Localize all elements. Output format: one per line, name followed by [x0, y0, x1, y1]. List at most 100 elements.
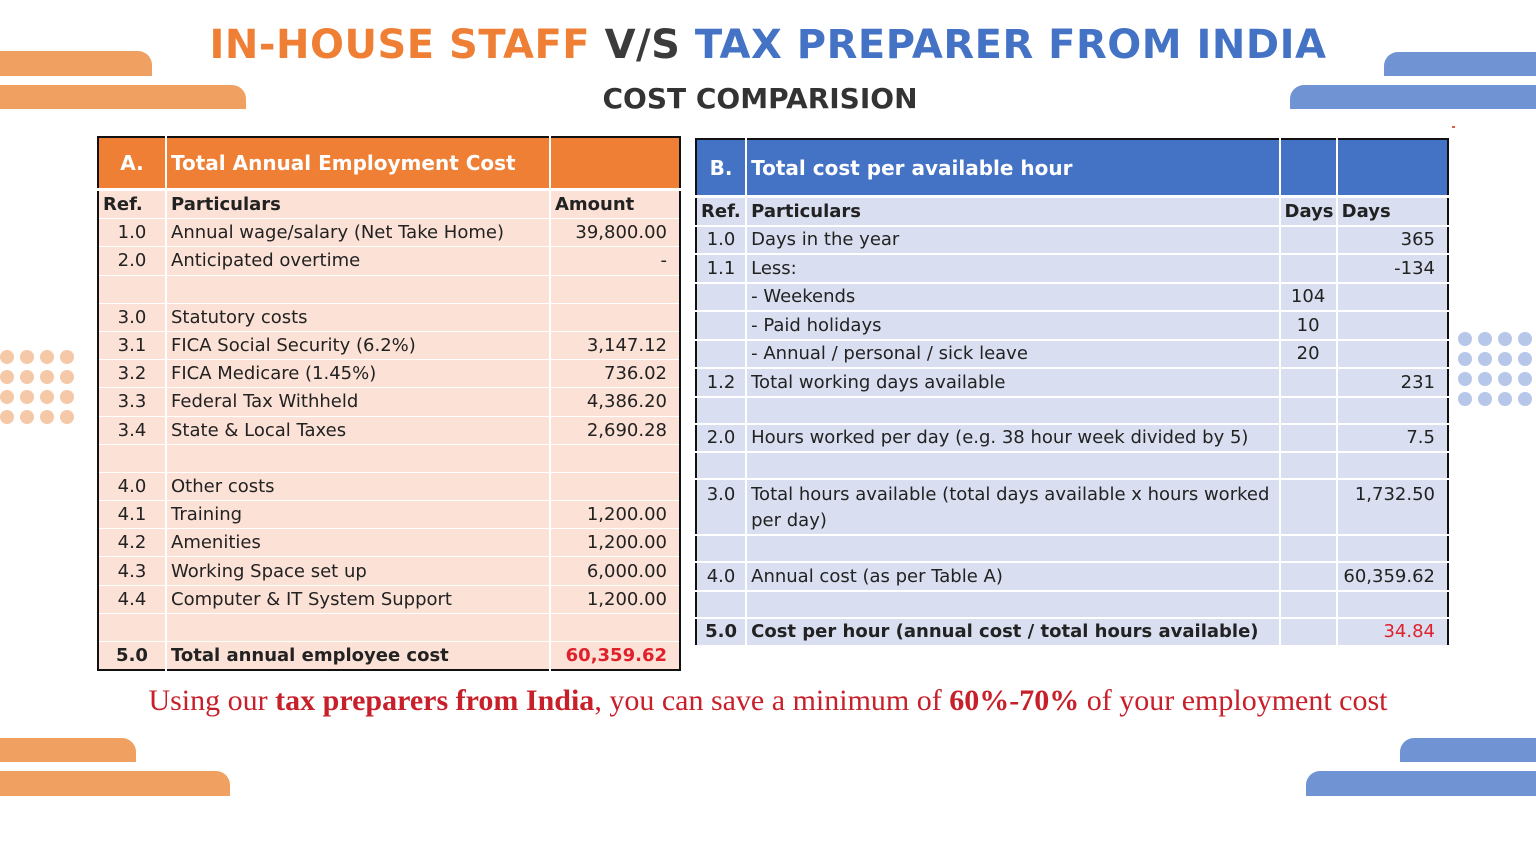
total-days [1279, 617, 1338, 647]
row-particular [166, 444, 551, 473]
decor-stripe-blue [1384, 52, 1536, 76]
row-particular: Working Space set up [166, 556, 551, 586]
decor-stripe-blue [1400, 738, 1536, 762]
table-row: 1.1 Less: -134 [696, 254, 1448, 284]
row-amount: 6,000.00 [550, 556, 680, 586]
row-ref [696, 311, 748, 341]
table-row: 2.0 Anticipated overtime - [98, 246, 680, 276]
row-amount: 3,147.12 [550, 331, 680, 361]
decor-stripe-blue [1306, 771, 1536, 796]
footer-text: Using our [148, 684, 276, 717]
cost-per-hour-table: B. Total cost per available hour Ref. Pa… [695, 138, 1449, 647]
row-days-total [1336, 339, 1448, 369]
row-ref [98, 444, 167, 473]
row-ref: 3.2 [98, 359, 167, 389]
row-particular: State & Local Taxes [166, 416, 551, 445]
row-amount [550, 444, 680, 473]
table-row: 4.0 Annual cost (as per Table A) 60,359.62 [696, 562, 1448, 592]
decor-stripe-orange [0, 771, 230, 796]
savings-message: Using our tax preparers from India, you … [0, 684, 1536, 718]
row-ref: 4.0 [98, 472, 167, 502]
row-ref: 3.0 [696, 479, 748, 536]
total-row: 5.0 Cost per hour (annual cost / total ho… [696, 617, 1448, 647]
table-row: 4.0 Other costs [98, 472, 680, 502]
table-row: 1.0 Annual wage/salary (Net Take Home) 39,… [98, 218, 680, 248]
table-row [98, 444, 680, 473]
table-row: 3.3 Federal Tax Withheld 4,386.20 [98, 387, 680, 417]
row-particular: Total working days available [746, 368, 1281, 398]
row-days [1279, 452, 1338, 480]
row-ref: 1.0 [696, 225, 748, 255]
table-header-blank [1279, 139, 1338, 198]
row-days [1279, 396, 1338, 425]
table-row: 3.2 FICA Medicare (1.45%) 736.02 [98, 359, 680, 389]
table-row: 4.4 Computer & IT System Support 1,200.00 [98, 585, 680, 614]
row-particular: Amenities [166, 528, 551, 558]
row-particular: Statutory costs [166, 303, 551, 332]
row-ref: 4.2 [98, 528, 167, 558]
table-ref-label: B. [696, 139, 748, 198]
row-particular: - Paid holidays [746, 311, 1281, 341]
table-row [696, 535, 1448, 563]
row-ref: 2.0 [98, 246, 167, 276]
row-amount: 1,200.00 [550, 500, 680, 530]
decor-dots-blue [1458, 332, 1532, 406]
table-row: - Weekends 104 [696, 282, 1448, 312]
footer-text: , you can save a minimum of [594, 684, 950, 717]
row-particular [166, 275, 551, 304]
table-heading: Total cost per available hour [746, 139, 1281, 198]
table-row [98, 613, 680, 643]
row-particular: Computer & IT System Support [166, 585, 551, 614]
row-days-total [1336, 535, 1448, 563]
row-days-total [1336, 396, 1448, 425]
total-row: 5.0 Total annual employee cost 60,359.62 [98, 641, 680, 671]
row-days: 10 [1279, 311, 1338, 341]
column-header-row: Ref. Particulars Days Days [696, 196, 1448, 227]
col-days: Days [1279, 196, 1338, 227]
row-days [1279, 562, 1338, 592]
title-vs: V/S [604, 22, 681, 68]
table-row: 3.0 Total hours available (total days ava… [696, 479, 1448, 536]
total-amount: 60,359.62 [550, 641, 680, 671]
row-days-total: -134 [1336, 254, 1448, 284]
decor-stripe-orange [0, 85, 246, 109]
row-particular [166, 613, 551, 643]
page-subtitle: COST COMPARISION [602, 82, 918, 115]
table-row: 4.3 Working Space set up 6,000.00 [98, 556, 680, 586]
footer-text: of your employment cost [1079, 684, 1388, 717]
table-ref-label: A. [98, 137, 167, 191]
row-particular: Days in the year [746, 225, 1281, 255]
footer-emphasis: tax preparers from India [275, 684, 595, 717]
footer-percentage: 60%-70% [949, 684, 1080, 717]
row-particular: Annual cost (as per Table A) [746, 562, 1281, 592]
col-days: Days [1336, 196, 1448, 227]
row-ref [696, 590, 748, 619]
decor-stripe-orange [0, 738, 136, 762]
row-days-total: 365 [1336, 225, 1448, 255]
row-amount: 736.02 [550, 359, 680, 389]
row-amount: 39,800.00 [550, 218, 680, 248]
row-ref [696, 535, 748, 563]
row-ref [696, 452, 748, 480]
row-particular: Less: [746, 254, 1281, 284]
row-amount: - [550, 246, 680, 276]
table-row: 2.0 Hours worked per day (e.g. 38 hour we… [696, 423, 1448, 453]
employment-cost-table: A. Total Annual Employment Cost Ref. Par… [97, 136, 681, 671]
row-ref [696, 396, 748, 425]
row-days [1279, 225, 1338, 255]
row-ref [98, 613, 167, 643]
row-amount: 1,200.00 [550, 528, 680, 558]
row-ref: 3.0 [98, 303, 167, 332]
table-row: 1.0 Days in the year 365 [696, 225, 1448, 255]
total-label: Total annual employee cost [166, 641, 551, 671]
table-row: 3.1 FICA Social Security (6.2%) 3,147.12 [98, 331, 680, 361]
row-particular: Federal Tax Withheld [166, 387, 551, 417]
table-header: B. Total cost per available hour [696, 139, 1448, 198]
table-row: - Annual / personal / sick leave 20 [696, 339, 1448, 369]
table-header: A. Total Annual Employment Cost [98, 137, 680, 191]
row-ref: 4.4 [98, 585, 167, 614]
decor-stripe-blue [1290, 85, 1536, 109]
row-ref: 4.0 [696, 562, 748, 592]
row-particular: Other costs [166, 472, 551, 502]
row-ref: 4.3 [98, 556, 167, 586]
